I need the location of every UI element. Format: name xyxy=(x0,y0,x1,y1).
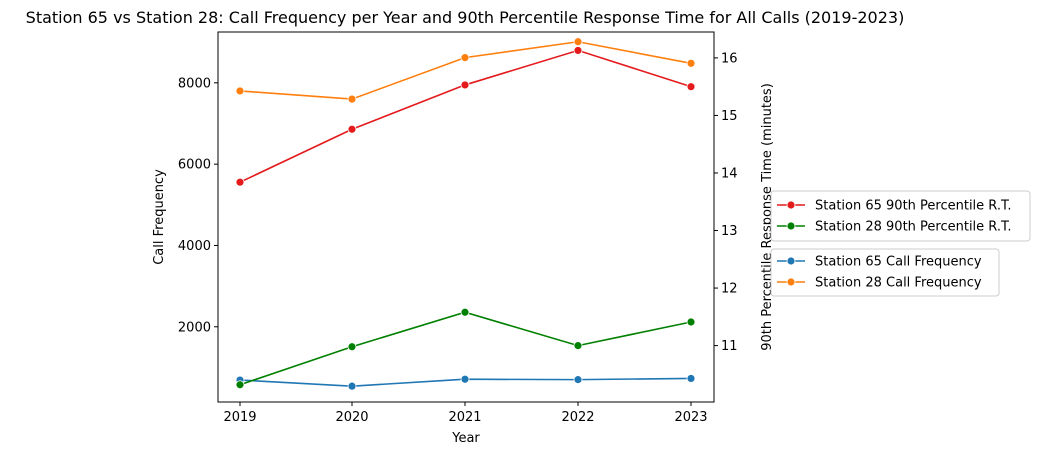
station-65-call-frequency-point xyxy=(686,374,696,383)
station-28-call-frequency-point xyxy=(235,86,245,96)
station-65-response-time-line xyxy=(239,49,692,183)
station-28-response-time-point xyxy=(347,342,357,352)
station-28-call-frequency-line xyxy=(239,40,692,100)
right-tick-label: 15 xyxy=(721,109,738,124)
x-tick-label: 2019 xyxy=(223,410,256,425)
chart-title: Station 65 vs Station 28: Call Frequency… xyxy=(26,8,905,27)
legend-response-time: Station 65 90th Percentile R.T. Station 2… xyxy=(770,190,1031,242)
left-tick-label: 6000 xyxy=(178,158,211,173)
station-28-response-time-point xyxy=(573,341,583,351)
x-tick-label: 2022 xyxy=(561,410,594,425)
x-tick-label: 2020 xyxy=(335,410,368,425)
station-65-call-frequency-point xyxy=(573,375,583,385)
right-axis: 11 12 13 14 15 16 xyxy=(714,51,738,354)
station-28-call-frequency-point xyxy=(686,58,696,68)
right-tick-label: 13 xyxy=(721,224,738,239)
left-axis: 2000 4000 6000 8000 xyxy=(178,76,218,335)
right-tick-label: 11 xyxy=(721,339,738,354)
legend-response-time-swatch-marker xyxy=(786,200,796,210)
x-axis: 2019 2020 2021 2022 2023 xyxy=(223,402,708,425)
right-tick-label: 14 xyxy=(721,166,738,181)
left-tick-label: 2000 xyxy=(178,320,211,335)
legend-call-frequency-label: Station 65 Call Frequency xyxy=(815,255,982,270)
station-65-response-time-point xyxy=(573,46,583,55)
station-65-response-time-point xyxy=(460,80,470,90)
station-28-call-frequency-point xyxy=(347,94,357,104)
station-65-call-frequency-point xyxy=(460,374,470,384)
legend-response-time-swatch-marker xyxy=(786,221,796,231)
legend-call-frequency: Station 65 Call Frequency Station 28 Call… xyxy=(770,248,1000,297)
legend-response-time-label: Station 28 90th Percentile R.T. xyxy=(815,220,1012,235)
legend-response-time-label: Station 65 90th Percentile R.T. xyxy=(815,199,1012,214)
station-28-call-frequency-point xyxy=(460,53,470,63)
station-28-response-time-point xyxy=(460,307,470,317)
series-layer xyxy=(235,37,696,391)
legend-call-frequency-swatch-marker xyxy=(786,256,796,266)
legend-call-frequency-swatch-marker xyxy=(786,277,796,287)
right-tick-label: 16 xyxy=(721,51,738,66)
x-axis-label: Year xyxy=(451,431,480,446)
right-tick-label: 12 xyxy=(721,282,738,297)
station-65-response-time-point xyxy=(347,124,357,134)
plot-frame xyxy=(217,31,715,403)
station-28-response-time-point xyxy=(235,380,245,390)
station-65-response-time-point xyxy=(235,177,245,187)
station-28-response-time-point xyxy=(686,317,696,327)
station-65-response-time-point xyxy=(686,82,696,92)
x-tick-label: 2023 xyxy=(674,410,707,425)
x-tick-label: 2021 xyxy=(448,410,481,425)
station-28-call-frequency-point xyxy=(573,37,583,47)
legend-box-call-frequency xyxy=(770,248,1000,297)
legend-box-response-time xyxy=(770,190,1031,242)
station-65-call-frequency-point xyxy=(347,381,357,391)
left-tick-label: 4000 xyxy=(178,239,211,254)
y-axis-label-left: Call Frequency xyxy=(152,169,167,265)
left-tick-label: 8000 xyxy=(178,76,211,91)
station-28-response-time-line xyxy=(239,311,692,386)
legend-call-frequency-label: Station 28 Call Frequency xyxy=(815,276,982,291)
